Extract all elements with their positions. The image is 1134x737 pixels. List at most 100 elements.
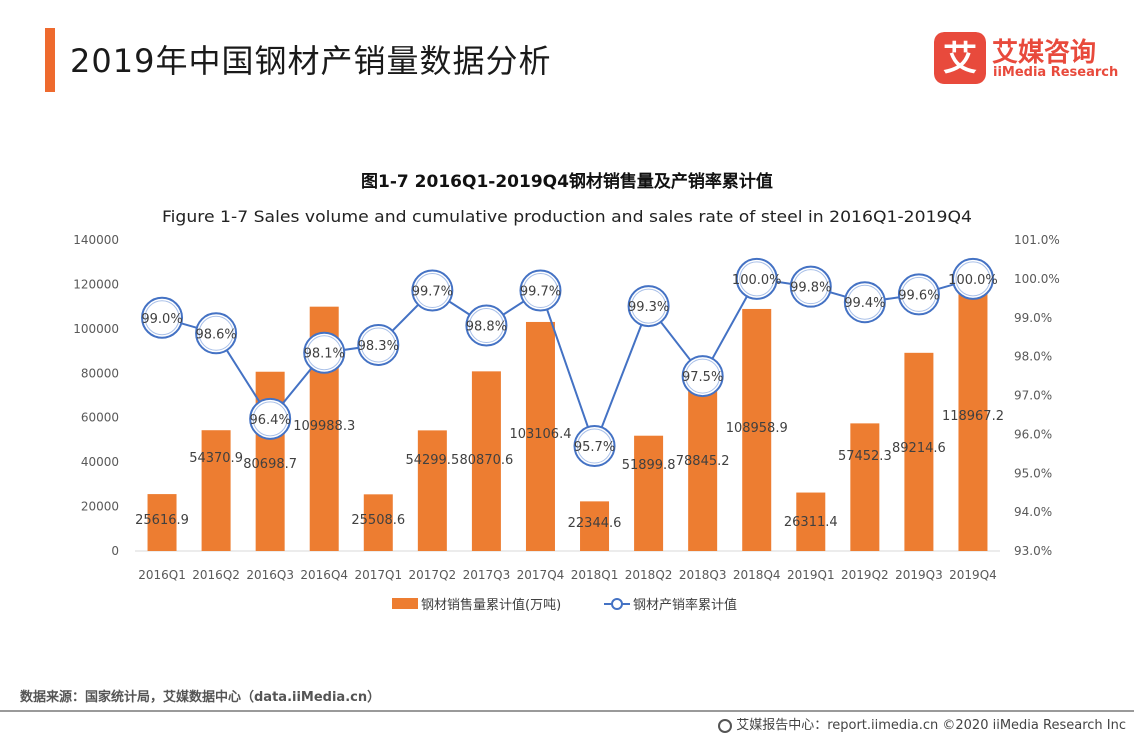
rate-marker-inner (955, 261, 991, 297)
rate-data-label: 99.4% (844, 296, 885, 311)
sales-data-label: 54299.5 (405, 453, 459, 468)
rate-data-label: 100.0% (948, 273, 998, 288)
x-tick-label: 2016Q2 (192, 568, 240, 582)
sales-bar (580, 501, 610, 551)
sales-bar (796, 492, 826, 551)
x-tick-label: 2017Q2 (409, 568, 457, 582)
sales-data-label: 108958.9 (726, 421, 788, 436)
rate-marker (195, 312, 238, 355)
sales-bar (904, 352, 934, 551)
logo-name-cn: 艾媒咨询 (992, 38, 1097, 68)
rate-line (161, 277, 974, 449)
x-tick-label: 2017Q4 (517, 568, 565, 582)
sales-bar (363, 494, 393, 551)
legend-line-marker (611, 598, 623, 610)
sales-data-label: 80698.7 (243, 457, 297, 472)
rate-marker-inner (631, 288, 667, 324)
sales-data-label: 103106.4 (509, 427, 571, 442)
sales-data-label: 118967.2 (942, 409, 1004, 424)
sales-bar (201, 430, 231, 551)
sales-bar (850, 423, 880, 551)
chart-subtitle: Figure 1-7 Sales volume and cumulative p… (162, 207, 972, 226)
y-right-tick-label: 100.0% (1014, 272, 1060, 286)
rate-marker (627, 285, 670, 328)
page-title: 2019年中国钢材产销量数据分析 (70, 42, 552, 80)
sales-bar (958, 286, 988, 551)
y-left-tick-label: 20000 (81, 500, 119, 514)
rate-marker (573, 425, 616, 468)
rate-data-label: 97.5% (682, 370, 723, 385)
rate-marker-inner (198, 315, 234, 351)
title-accent-bar (45, 28, 55, 92)
sales-bar (147, 494, 177, 551)
rate-marker (681, 355, 724, 398)
x-tick-label: 2017Q1 (354, 568, 402, 582)
svg-text:艾: 艾 (943, 39, 977, 79)
rate-marker (249, 397, 292, 440)
page-header: 2019年中国钢材产销量数据分析 艾 艾媒咨询 iiMedia Research (0, 0, 1134, 100)
rate-marker-inner (252, 401, 288, 437)
y-left-tick-label: 100000 (73, 322, 119, 336)
sales-data-label: 25508.6 (351, 513, 405, 528)
rate-data-label: 99.0% (141, 312, 182, 327)
rate-data-label: 99.7% (520, 285, 561, 300)
rate-marker (357, 323, 400, 366)
rate-marker (519, 269, 562, 312)
sales-data-label: 78845.2 (676, 454, 730, 469)
data-source-note: 数据来源：国家统计局，艾媒数据中心（data.iiMedia.cn） (20, 690, 381, 705)
x-tick-label: 2016Q4 (300, 568, 348, 582)
rate-marker (411, 269, 454, 312)
rate-data-label: 99.3% (628, 300, 669, 315)
rate-data-label: 98.1% (304, 347, 345, 362)
iimedia-logo[interactable]: 艾 艾媒咨询 iiMedia Research (934, 30, 1118, 90)
globe-icon (718, 719, 733, 733)
y-left-tick-label: 80000 (81, 366, 119, 380)
rate-marker (789, 265, 832, 308)
legend-bar-label: 钢材销售量累计值(万吨) (421, 597, 561, 613)
x-tick-label: 2018Q1 (571, 568, 619, 582)
footer-divider (0, 710, 1134, 712)
x-tick-label: 2019Q1 (787, 568, 835, 582)
y-right-tick-label: 93.0% (1014, 544, 1052, 558)
rate-data-label: 99.8% (790, 281, 831, 296)
rate-marker-inner (360, 327, 396, 363)
rate-marker-inner (685, 358, 721, 394)
rate-marker-inner (522, 273, 558, 309)
logo-name-en: iiMedia Research (993, 65, 1119, 80)
x-tick-label: 2016Q1 (138, 568, 186, 582)
rate-marker (465, 304, 508, 347)
y-right-tick-label: 98.0% (1014, 350, 1052, 364)
sales-data-label: 89214.6 (892, 441, 946, 456)
rate-marker (141, 296, 184, 339)
sales-bar (688, 375, 718, 551)
y-right-tick-label: 101.0% (1014, 233, 1060, 247)
sales-data-label: 57452.3 (838, 449, 892, 464)
rate-marker-inner (739, 261, 775, 297)
sales-bar (471, 371, 501, 551)
x-tick-label: 2018Q2 (625, 568, 673, 582)
rate-marker (735, 257, 778, 300)
rate-data-label: 96.4% (250, 413, 291, 428)
rate-marker (897, 273, 940, 316)
rate-marker-inner (144, 300, 180, 336)
rate-marker-inner (414, 273, 450, 309)
rate-marker (951, 257, 994, 300)
x-tick-label: 2016Q3 (246, 568, 294, 582)
x-tick-label: 2018Q4 (733, 568, 781, 582)
rate-marker-inner (901, 276, 937, 312)
logo-mark-icon: 艾 (934, 32, 986, 84)
sales-bar (417, 430, 447, 551)
y-left-tick-label: 140000 (73, 233, 119, 247)
sales-data-label: 80870.6 (460, 453, 514, 468)
sales-data-label: 26311.4 (784, 515, 838, 530)
y-right-tick-label: 96.0% (1014, 427, 1052, 441)
footer-credit: 艾媒报告中心：report.iimedia.cn ©2020 iiMedia R… (718, 714, 1126, 733)
y-right-tick-label: 99.0% (1014, 311, 1052, 325)
y-left-tick-label: 120000 (73, 277, 119, 291)
sales-data-label: 22344.6 (568, 516, 622, 531)
footer-text: 艾媒报告中心：report.iimedia.cn ©2020 iiMedia R… (736, 718, 1126, 733)
sales-rate-combo-chart: 图1-7 2016Q1-2019Q4钢材销售量及产销率累计值 Figure 1-7… (73, 171, 1060, 613)
chart-title: 图1-7 2016Q1-2019Q4钢材销售量及产销率累计值 (361, 171, 773, 192)
y-right-tick-label: 95.0% (1014, 466, 1052, 480)
sales-bar (525, 321, 555, 551)
